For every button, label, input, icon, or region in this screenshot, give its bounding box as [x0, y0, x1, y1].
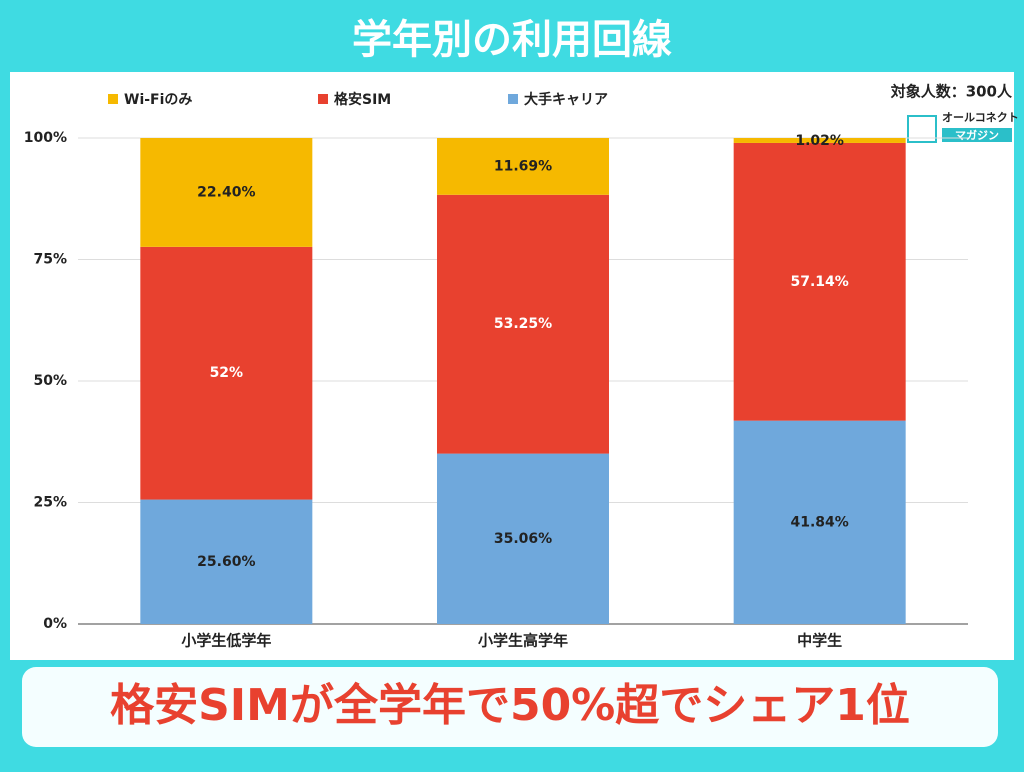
headline: 格安SIMが全学年で50%超でシェア1位	[110, 680, 910, 731]
value-label: 25.60%	[197, 554, 255, 570]
bar-segment	[733, 420, 906, 624]
logo-text: オールコネクト	[942, 111, 1019, 124]
y-tick-label: 75%	[33, 252, 67, 268]
y-tick-label: 100%	[24, 130, 67, 146]
bar-segment	[140, 499, 313, 624]
bar-segment	[140, 138, 313, 247]
value-label: 41.84%	[791, 514, 849, 530]
legend-marker	[108, 94, 118, 104]
annotation: 対象人数：300人	[890, 83, 1013, 101]
value-label: 22.40%	[197, 184, 255, 200]
chart-title: 学年別の利用回線	[352, 17, 672, 63]
bar-segment	[733, 142, 906, 421]
legend-label: Wi-Fiのみ	[124, 92, 192, 108]
bar-segment	[733, 138, 906, 143]
bar-segment	[140, 246, 313, 500]
legend-marker	[508, 94, 518, 104]
value-label: 11.69%	[494, 158, 552, 174]
logo-text: マガジン	[955, 128, 999, 142]
headline-box	[22, 667, 998, 747]
value-label: 57.14%	[791, 274, 849, 290]
value-label: 1.02%	[795, 133, 844, 149]
legend-label: 大手キャリア	[524, 91, 608, 108]
legend-marker	[318, 94, 328, 104]
y-tick-label: 0%	[43, 616, 67, 632]
value-label: 53.25%	[494, 316, 552, 332]
legend-label: 格安SIM	[334, 91, 391, 108]
bar-segment	[437, 194, 609, 454]
value-label: 35.06%	[494, 531, 552, 547]
bar-segment	[437, 453, 609, 624]
y-tick-label: 25%	[33, 495, 67, 511]
logo-icon	[907, 115, 937, 143]
value-label: 52%	[210, 365, 244, 381]
x-tick-label: 小学生低学年	[181, 632, 271, 650]
x-tick-label: 小学生高学年	[478, 632, 568, 650]
x-tick-label: 中学生	[797, 632, 842, 650]
bar-segment	[437, 138, 609, 195]
y-tick-label: 50%	[33, 373, 67, 389]
